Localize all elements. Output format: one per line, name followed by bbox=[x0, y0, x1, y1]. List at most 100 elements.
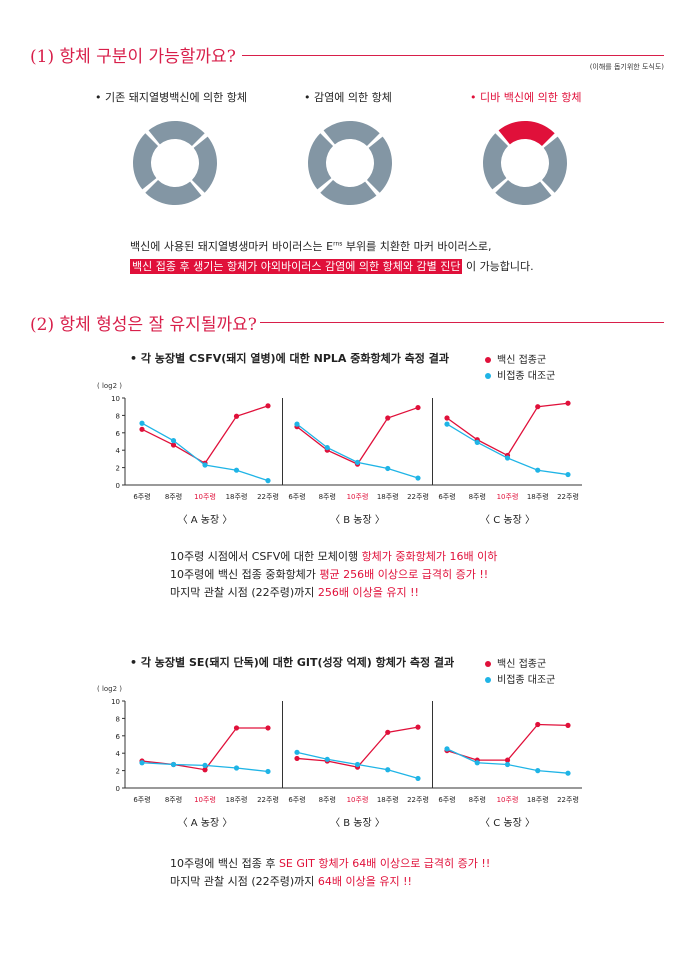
data-point-control bbox=[294, 421, 300, 427]
data-point-control bbox=[139, 420, 145, 426]
section1-title: (1) 항체 구분이 가능할까요? bbox=[30, 47, 236, 67]
x-tick-label: 8주령 bbox=[469, 493, 486, 501]
data-point-control bbox=[444, 746, 450, 752]
section1-divider bbox=[242, 55, 664, 56]
x-tick-label: 10주령 bbox=[347, 796, 369, 804]
text: 10주령에 백신 접종 후 bbox=[170, 857, 279, 870]
diagram-note: (이해를 돕기위한 도식도) bbox=[589, 63, 664, 71]
donut-segment-bottom bbox=[320, 179, 377, 205]
desc-text-b: 부위를 치환한 마커 바이러스로, bbox=[342, 240, 492, 253]
y-tick-label: 4 bbox=[116, 750, 121, 758]
donut-conventional bbox=[133, 121, 217, 205]
data-point-control bbox=[324, 444, 330, 451]
donut-segment-top bbox=[498, 121, 555, 147]
y-tick-label: 0 bbox=[116, 785, 120, 793]
x-tick-label: 6주령 bbox=[288, 493, 305, 501]
series-line-vaccine bbox=[141, 405, 269, 465]
panel-label: 〈 C 농장 〉 bbox=[480, 817, 535, 829]
legend-label: 백신 접종군 bbox=[497, 659, 547, 670]
x-tick-label: 18주령 bbox=[226, 796, 248, 804]
chart1-svg: ( log2 ) 0 2 4 6 8 10 6주령 8주령 10주령 18주령 22주령 〈 A 농장 … bbox=[97, 382, 582, 526]
data-point-control bbox=[415, 475, 421, 481]
x-tick-label: 10주령 bbox=[194, 796, 216, 804]
x-tick-label: 8주령 bbox=[319, 796, 336, 804]
chart1-summary: 10주령 시점에서 CSFV에 대한 모체이행 항체가 중화항체가 16배 이하… bbox=[170, 548, 497, 602]
donut-segment-right bbox=[191, 136, 217, 193]
data-point-vaccine bbox=[444, 415, 450, 421]
text-red: 항체가 중화항체가 16배 이하 bbox=[361, 550, 498, 563]
x-tick-label: 22주령 bbox=[257, 796, 279, 804]
x-tick-label: 8주령 bbox=[319, 493, 336, 501]
x-tick-label: 6주령 bbox=[133, 796, 150, 804]
x-tick-label: 8주령 bbox=[165, 796, 182, 804]
y-tick-label: 8 bbox=[116, 715, 120, 723]
series-line-vaccine bbox=[446, 723, 569, 761]
summary1-line3: 마지막 관찰 시점 (22주령)까지 256배 이상을 유지 !! bbox=[170, 584, 497, 602]
x-tick-label: 10주령 bbox=[497, 493, 519, 501]
y-tick-label: 4 bbox=[116, 447, 121, 455]
data-point-vaccine bbox=[265, 725, 271, 731]
desc-highlight: 백신 접종 후 생기는 항체가 야외바이러스 감염에 의한 항체와 감별 진단 bbox=[130, 259, 463, 274]
chart2-title: • 각 농장별 SE(돼지 단독)에 대한 GIT(성장 억제) 항체가 측정 … bbox=[130, 656, 455, 669]
data-point-control bbox=[170, 438, 177, 444]
data-point-vaccine bbox=[535, 404, 541, 410]
summary2-line1: 10주령에 백신 접종 후 SE GIT 항체가 64배 이상으로 급격히 증가… bbox=[170, 855, 490, 873]
data-point-vaccine bbox=[504, 757, 511, 763]
donut-infection bbox=[308, 121, 392, 205]
data-point-vaccine bbox=[535, 721, 541, 728]
data-point-control bbox=[354, 459, 361, 465]
y-tick-label: 6 bbox=[116, 430, 121, 438]
legend-label: 비접종 대조군 bbox=[497, 675, 556, 686]
panel-label: 〈 C 농장 〉 bbox=[480, 514, 535, 526]
section1-description-line1: 백신에 사용된 돼지열병생마커 바이러스는 Erns 부위를 치환한 마커 바이… bbox=[130, 238, 491, 254]
text-red: SE GIT 항체가 64배 이상으로 급격히 증가 !! bbox=[278, 857, 491, 870]
x-tick-label: 6주령 bbox=[288, 796, 305, 804]
data-point-control bbox=[535, 768, 541, 774]
donut-segment-bottom bbox=[145, 179, 202, 205]
chart2-legend-vaccine: 백신 접종군 bbox=[485, 655, 546, 670]
series-line-vaccine bbox=[296, 726, 419, 768]
data-point-control bbox=[535, 467, 541, 473]
data-point-control bbox=[385, 465, 391, 472]
x-tick-label: 10주령 bbox=[194, 493, 216, 501]
panel-label: 〈 A 농장 〉 bbox=[178, 514, 233, 526]
legend-label: 백신 접종군 bbox=[497, 355, 547, 366]
x-tick-label: 18주령 bbox=[377, 796, 399, 804]
donut-segment-left bbox=[308, 133, 334, 190]
text: 마지막 관찰 시점 (22주령)까지 bbox=[170, 586, 318, 599]
summary2-line2: 마지막 관찰 시점 (22주령)까지 64배 이상을 유지 !! bbox=[170, 873, 490, 891]
chart2-summary: 10주령에 백신 접종 후 SE GIT 항체가 64배 이상으로 급격히 증가… bbox=[170, 855, 490, 891]
legend-dot-red bbox=[485, 357, 491, 363]
x-tick-label: 10주령 bbox=[347, 493, 369, 501]
data-point-vaccine bbox=[233, 413, 240, 419]
section2-title: (2) 항체 형성은 잘 유지될까요? bbox=[30, 315, 257, 335]
donut-segment-left bbox=[133, 133, 159, 190]
donut-segment-top bbox=[148, 121, 205, 147]
data-point-control bbox=[415, 775, 421, 782]
data-point-control bbox=[202, 762, 208, 768]
x-tick-label: 10주령 bbox=[497, 796, 519, 804]
data-point-control bbox=[265, 478, 271, 484]
data-point-vaccine bbox=[294, 755, 300, 762]
series-line-vaccine bbox=[446, 402, 569, 457]
section2-divider bbox=[260, 322, 664, 323]
x-tick-label: 22주령 bbox=[557, 493, 579, 501]
donut-label-conventional: • 기존 돼지열병백신에 의한 항체 bbox=[95, 91, 248, 104]
text: 마지막 관찰 시점 (22주령)까지 bbox=[170, 875, 318, 888]
y-tick-label: 6 bbox=[116, 733, 121, 741]
data-point-vaccine bbox=[565, 722, 571, 728]
section1-description-line2: 백신 접종 후 생기는 항체가 야외바이러스 감염에 의한 항체와 감별 진단 … bbox=[130, 258, 534, 274]
legend-dot-blue bbox=[485, 373, 491, 379]
data-point-control bbox=[354, 761, 361, 768]
data-point-vaccine bbox=[385, 415, 391, 421]
data-point-control bbox=[265, 768, 271, 775]
data-point-control bbox=[233, 467, 240, 473]
donut-label-diva: • 디바 백신에 의한 항체 bbox=[470, 91, 582, 104]
chart2-svg: ( log2 ) 0 2 4 6 8 10 6주령 8주령 10주령 18주령 22주령 〈 A 농장 … bbox=[97, 685, 582, 829]
data-point-control bbox=[565, 770, 571, 776]
donut-segment-bottom bbox=[495, 179, 552, 205]
x-tick-label: 18주령 bbox=[377, 493, 399, 501]
y-axis-label: ( log2 ) bbox=[97, 382, 122, 390]
donut-segment-right bbox=[541, 136, 567, 193]
data-point-control bbox=[294, 749, 300, 755]
